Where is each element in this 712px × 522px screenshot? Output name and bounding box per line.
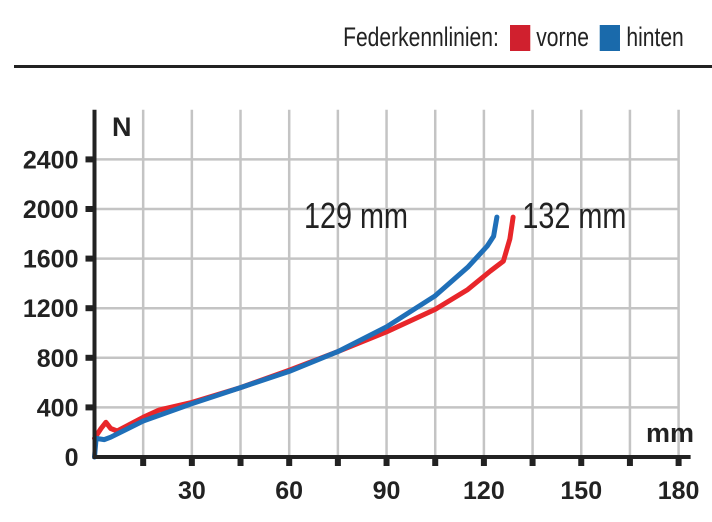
x-tick-label: 90 xyxy=(373,477,401,505)
x-tick-label: 180 xyxy=(658,477,700,505)
y-tick xyxy=(85,206,95,212)
grid xyxy=(94,109,680,457)
legend-label-hinten: hinten xyxy=(626,22,684,52)
x-tick-label: 150 xyxy=(560,477,602,505)
y-tick xyxy=(85,354,95,361)
y-tick-label: 0 xyxy=(65,444,79,472)
legend-swatch-vorne xyxy=(509,24,531,51)
legend-title: Federkennlinien: xyxy=(343,22,500,52)
y-axis-label: N xyxy=(112,112,132,142)
x-tick xyxy=(480,457,487,466)
y-tick-label: 400 xyxy=(37,394,79,422)
x-tick xyxy=(529,457,536,466)
annotation-vorne: 132 mm xyxy=(522,195,626,236)
x-tick xyxy=(188,457,195,466)
y-tick xyxy=(85,156,95,163)
x-tick xyxy=(626,457,633,466)
legend-label-vorne: vorne xyxy=(536,22,590,52)
x-tick xyxy=(334,457,341,466)
legend: Federkennlinien: vorne hinten xyxy=(343,22,684,53)
x-tick xyxy=(286,457,293,466)
y-tick xyxy=(85,404,95,411)
header-rule xyxy=(14,65,712,68)
x-tick xyxy=(432,457,439,466)
series-lines xyxy=(92,214,516,460)
axes: 30 60 90 120 150 180 0 400 800 1200 1600 2000 2400 xyxy=(23,109,700,505)
y-tick-label: 2000 xyxy=(23,196,79,224)
y-tick-label: 1600 xyxy=(23,246,79,274)
x-tick xyxy=(383,457,390,466)
x-tick xyxy=(237,457,244,466)
x-axis-label: mm xyxy=(646,418,694,448)
x-tick xyxy=(675,457,682,466)
y-tick xyxy=(85,255,95,262)
series-line-vorne xyxy=(92,214,516,441)
y-tick-label: 800 xyxy=(37,345,79,373)
x-tick-label: 120 xyxy=(463,477,505,505)
x-tick-label: 30 xyxy=(178,477,206,505)
x-tick xyxy=(140,457,147,466)
y-tick-label: 2400 xyxy=(23,146,79,174)
x-tick xyxy=(578,457,585,466)
legend-swatch-hinten xyxy=(600,24,621,51)
y-tick-label: 1200 xyxy=(23,295,79,323)
annotation-hinten: 129 mm xyxy=(304,195,408,236)
x-tick-label: 60 xyxy=(275,477,303,505)
y-tick xyxy=(85,305,95,312)
series-line-hinten xyxy=(92,214,500,460)
